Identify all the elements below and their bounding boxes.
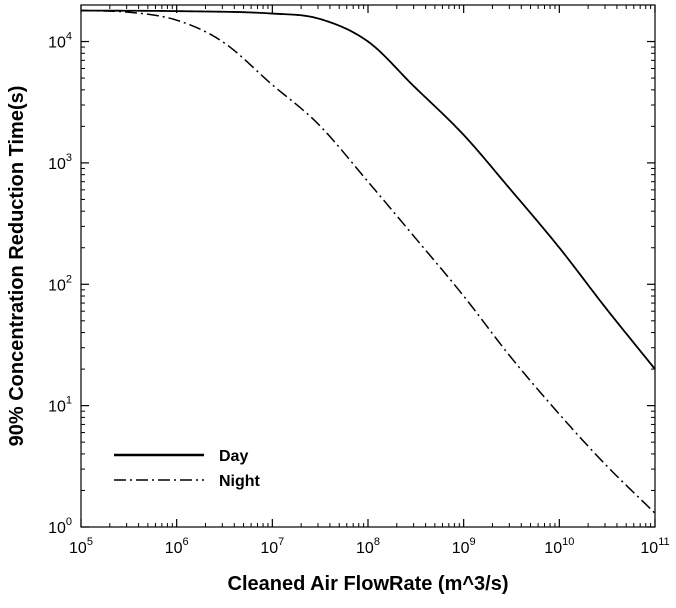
y-tick-label: 101: [48, 395, 72, 416]
legend-label-night: Night: [219, 473, 261, 490]
series-line-night: [80, 9, 656, 514]
x-tick-label: 106: [165, 536, 189, 557]
x-axis-title: Cleaned Air FlowRate (m^3/s): [228, 573, 509, 595]
legend: Day Night: [114, 448, 261, 490]
x-tick-label: 109: [452, 536, 476, 557]
x-tick-label: 1011: [640, 536, 669, 557]
series-lines: [80, 9, 656, 514]
axis-ticks: 105 106 107 108 109 1010 1011 100 101 102 103 104: [48, 5, 670, 557]
x-tick-label: 108: [356, 536, 380, 557]
y-tick-label: 104: [48, 31, 72, 52]
series-line-day: [80, 9, 656, 370]
y-tick-label: 102: [48, 273, 72, 294]
y-axis-title: 90% Concentration Reduction Time(s): [6, 86, 28, 447]
x-tick-label: 1010: [544, 536, 574, 557]
y-tick-label: 100: [48, 516, 72, 537]
legend-label-day: Day: [219, 448, 248, 465]
y-tick-label: 103: [48, 152, 72, 173]
x-tick-label: 105: [69, 536, 93, 557]
plot-area-frame: [80, 4, 656, 528]
x-tick-label: 107: [260, 536, 284, 557]
